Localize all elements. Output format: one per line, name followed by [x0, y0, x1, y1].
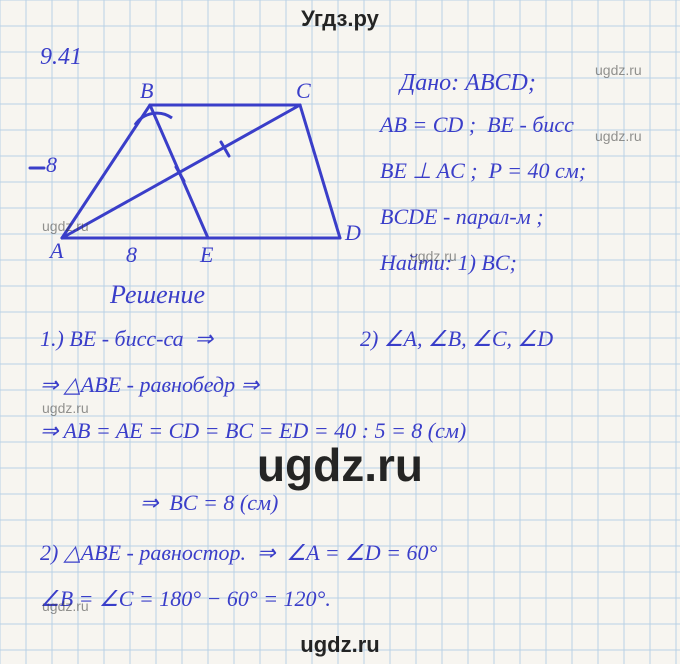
vertex-c-label: C — [296, 78, 311, 103]
vertex-a-label: A — [48, 238, 64, 263]
solution-2a: 2) △ABE - равностор. ⇒ ∠A = ∠D = 60° — [40, 540, 437, 566]
solution-1a: 1.) BE - бисс-са ⇒ — [40, 326, 213, 352]
vertex-d-label: D — [344, 220, 361, 245]
solution-1d: ⇒ BC = 8 (см) — [140, 490, 278, 516]
solution-1c: ⇒ AB = AE = CD = BC = ED = 40 : 5 = 8 (с… — [40, 418, 466, 444]
graph-paper: A B C D E 8 8 9.41 Дано: ABCD; AB = CD ;… — [0, 0, 680, 664]
given-line-2: AB = CD ; BE - бисс — [380, 112, 574, 138]
given-line-4: BCDE - парал-м ; — [380, 204, 544, 230]
vertex-e-label: E — [199, 242, 214, 267]
problem-number: 9.41 — [40, 44, 82, 71]
find-line-2: 2) ∠A, ∠B, ∠C, ∠D — [360, 326, 553, 352]
solution-2b: ∠B = ∠C = 180° − 60° = 120°. — [40, 586, 331, 612]
given-line-1: Дано: ABCD; — [400, 70, 536, 97]
side-ae-mark: 8 — [126, 242, 137, 267]
solution-1b: ⇒ △ABE - равнобедр ⇒ — [40, 372, 259, 398]
vertex-b-label: B — [140, 78, 153, 103]
solution-title: Решение — [110, 280, 205, 310]
find-line-1: Найти: 1) BC; — [380, 250, 517, 276]
side-ab-mark: 8 — [46, 152, 57, 177]
given-line-3: BE ⊥ AC ; P = 40 см; — [380, 158, 586, 184]
